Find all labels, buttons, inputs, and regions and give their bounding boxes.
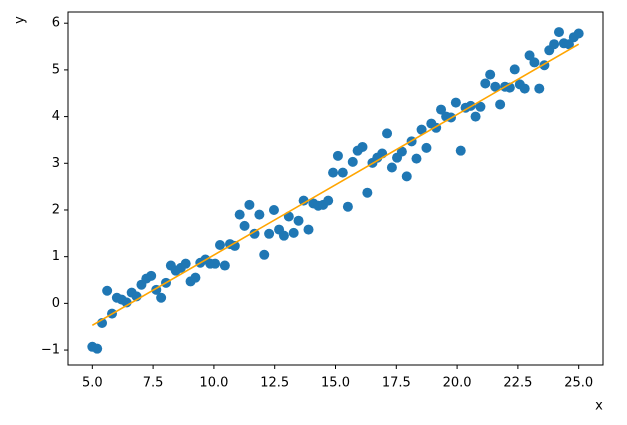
point [156,292,167,303]
x-axis-label: x [595,399,603,414]
point [490,81,501,92]
point [180,258,191,269]
x-tick-label: 20.0 [443,376,472,391]
point [455,145,466,156]
point [563,39,574,50]
point [337,167,348,178]
point [210,258,221,269]
point [495,99,506,110]
point [264,228,275,239]
y-tick-label: 0 [52,296,60,311]
point [386,162,397,173]
fit-line [91,43,580,327]
point [229,240,240,251]
point [254,209,265,220]
point [249,228,260,239]
point [288,227,299,238]
point [362,187,373,198]
point [573,28,584,39]
y-tick-label: 3 [52,156,60,171]
point [146,270,157,281]
point [509,64,520,75]
x-tick-label: 12.5 [260,376,289,391]
point [332,150,343,161]
point [549,39,560,50]
point [303,224,314,235]
point [480,78,491,89]
point [259,249,270,260]
point [485,69,496,80]
x-tick-label: 22.5 [503,376,532,391]
point [401,171,412,182]
point [293,215,304,226]
point [298,195,309,206]
y-tick-label: −1 [41,343,60,358]
point [92,343,103,354]
x-tick-label: 17.5 [382,376,411,391]
point [396,146,407,157]
point [239,220,250,231]
point [328,167,339,178]
point [529,57,540,68]
y-tick-label: 2 [52,202,60,217]
point [436,104,447,115]
point [534,83,545,94]
point [470,111,481,122]
point [357,141,368,152]
y-axis-label: y [13,16,28,24]
point [411,153,422,164]
point [190,272,201,283]
x-tick-label: 15.0 [321,376,350,391]
point [475,101,486,112]
y-tick-label: 4 [52,109,60,124]
x-tick-label: 5.0 [82,376,103,391]
point [214,239,225,250]
point [382,128,393,139]
axes-frame [67,11,604,366]
point [553,27,564,38]
point [519,83,530,94]
point [268,204,279,215]
x-tick-label: 10.0 [199,376,228,391]
point [323,195,334,206]
point [102,285,113,296]
point [347,156,358,167]
y-tick-label: 6 [52,16,60,31]
point [219,260,230,271]
point [342,201,353,212]
y-tick-label: 5 [52,62,60,77]
point [244,199,255,210]
point [416,124,427,135]
point [278,230,289,241]
x-tick-label: 7.5 [143,376,164,391]
point [234,209,245,220]
y-tick-label: 1 [52,249,60,264]
point [421,142,432,153]
point [524,50,535,61]
point [450,97,461,108]
x-tick-label: 25.0 [564,376,593,391]
